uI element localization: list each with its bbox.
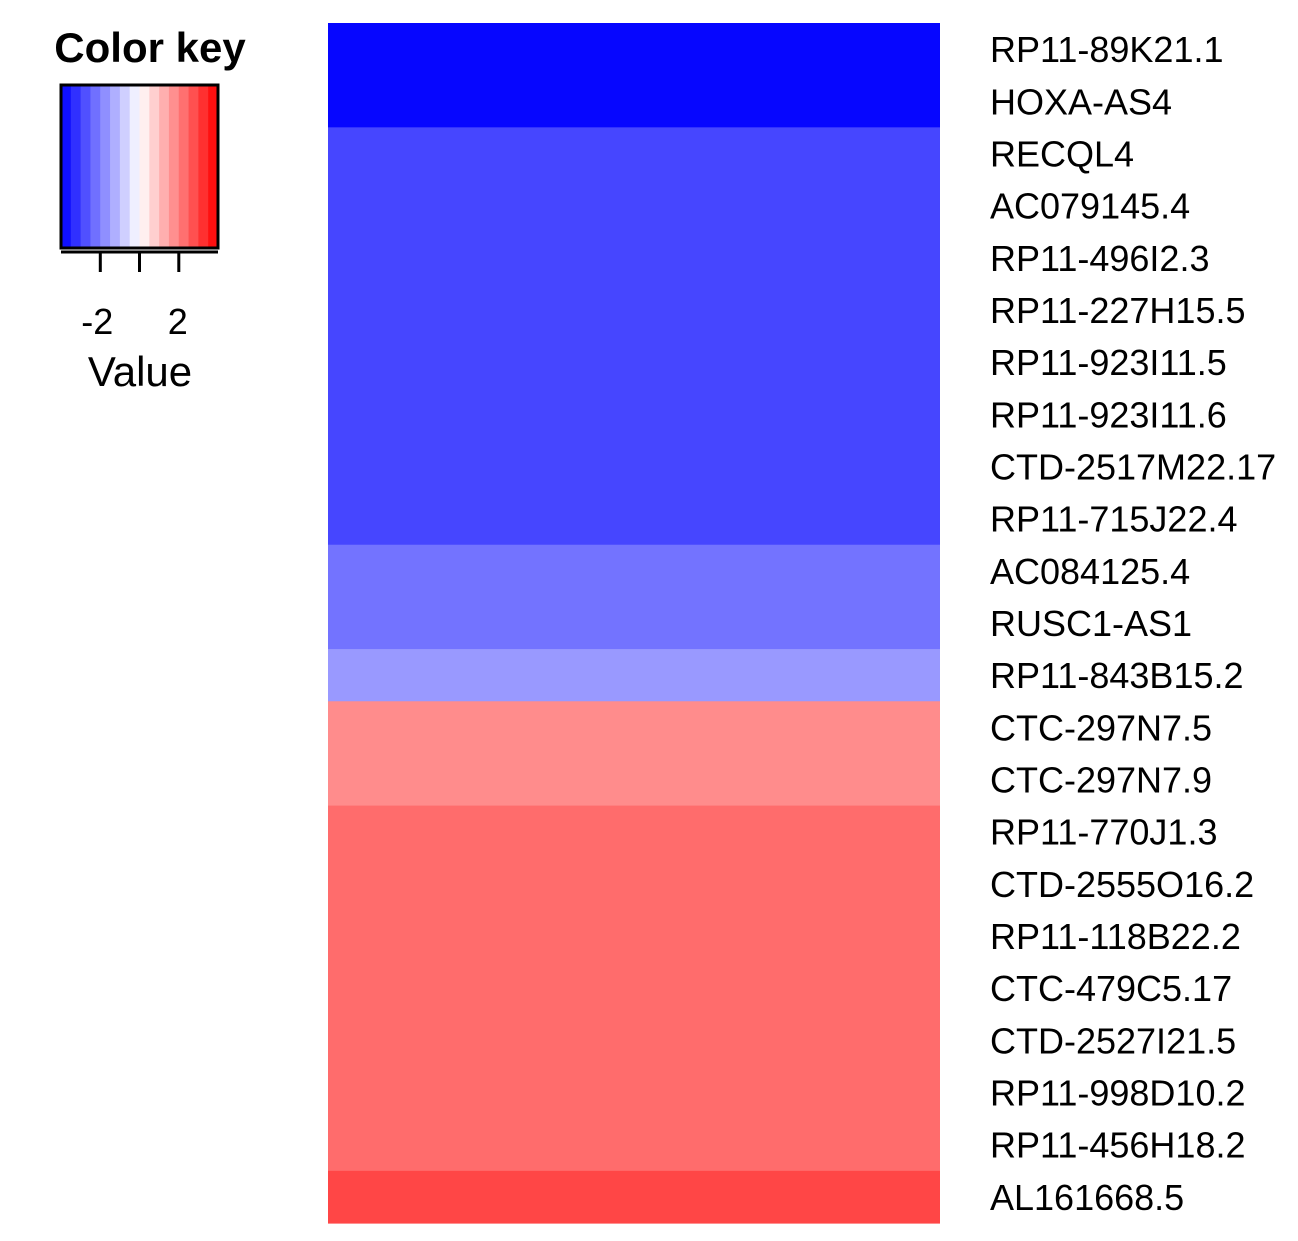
row-label: RP11-118B22.2: [990, 916, 1241, 957]
color-key-bin: [139, 85, 150, 248]
color-key-bin: [178, 85, 190, 248]
color-key-tick-label: -2: [81, 301, 113, 342]
color-key-tick-label: 2: [168, 301, 188, 342]
heatmap-cell: [328, 1170, 940, 1224]
color-key-frame: [59, 83, 220, 250]
color-key-bin: [61, 85, 72, 248]
row-label: RP11-89K21.1: [990, 29, 1224, 70]
heatmap-cell: [328, 649, 940, 702]
color-key-bin: [129, 85, 141, 248]
color-key-title: Color key: [54, 24, 246, 71]
color-key-bin: [188, 85, 199, 248]
heatmap-cells: [328, 23, 940, 1224]
row-label: CTD-2527I21.5: [990, 1020, 1236, 1061]
heatmap-cell: [328, 283, 940, 337]
heatmap-cell: [328, 492, 940, 546]
heatmap-cell: [328, 805, 940, 859]
heatmap-cell: [328, 909, 940, 963]
color-key-bin: [90, 85, 101, 248]
row-label: CTC-479C5.17: [990, 968, 1232, 1009]
row-label: CTD-2517M22.17: [990, 447, 1276, 488]
color-key-bin: [119, 85, 131, 248]
row-label: RP11-843B15.2: [990, 655, 1244, 696]
heatmap-cell: [328, 1118, 940, 1172]
heatmap-cell: [328, 23, 940, 76]
row-label: RP11-496I2.3: [990, 238, 1209, 279]
color-key-gradient: [61, 85, 219, 248]
heatmap-cell: [328, 336, 940, 389]
heatmap-cell: [328, 1014, 940, 1068]
heatmap-cell: [328, 440, 940, 494]
row-label: RUSC1-AS1: [990, 603, 1192, 644]
heatmap-cell: [328, 75, 940, 128]
heatmap-cell: [328, 596, 940, 650]
heatmap-cell: [328, 388, 940, 441]
row-label: RP11-923I11.6: [990, 394, 1227, 435]
color-key-bin: [80, 85, 92, 248]
color-key-bin: [159, 85, 170, 248]
row-label: RECQL4: [990, 133, 1134, 174]
heatmap-cell: [328, 231, 940, 285]
row-label: RP11-227H15.5: [990, 290, 1246, 331]
color-key-xlabel: Value: [88, 348, 192, 395]
row-label: RP11-923I11.5: [990, 342, 1227, 383]
row-label: RP11-770J1.3: [990, 812, 1217, 853]
row-label: HOXA-AS4: [990, 81, 1172, 122]
color-key: Color key -2 2 Value: [54, 24, 246, 395]
color-key-bin: [198, 85, 209, 248]
color-key-bin: [110, 85, 121, 248]
row-label: RP11-998D10.2: [990, 1073, 1246, 1114]
heatmap-cell: [328, 857, 940, 911]
row-label: CTD-2555O16.2: [990, 864, 1254, 905]
color-key-axis: -2 2: [61, 250, 218, 342]
heatmap-cell: [328, 179, 940, 233]
heatmap-cell: [328, 753, 940, 807]
heatmap-cell: [328, 701, 940, 755]
heatmap-cell: [328, 1066, 940, 1120]
row-label: AC079145.4: [990, 186, 1190, 227]
row-label: RP11-715J22.4: [990, 499, 1238, 540]
row-label: RP11-456H18.2: [990, 1125, 1246, 1166]
heatmap-cell: [328, 127, 940, 181]
heatmap-cell: [328, 962, 940, 1015]
color-key-bin: [208, 85, 219, 248]
row-label: AC084125.4: [990, 551, 1190, 592]
color-key-bin: [100, 85, 111, 248]
color-key-bin: [149, 85, 160, 248]
row-label: CTC-297N7.9: [990, 760, 1212, 801]
row-label: AL161668.5: [990, 1177, 1184, 1218]
row-labels: RP11-89K21.1 HOXA-AS4 RECQL4 AC079145.4 RP11…: [990, 29, 1276, 1218]
color-key-bin: [70, 85, 82, 248]
color-key-bin: [168, 85, 180, 248]
row-label: CTC-297N7.5: [990, 707, 1212, 748]
heatmap-cell: [328, 544, 940, 598]
